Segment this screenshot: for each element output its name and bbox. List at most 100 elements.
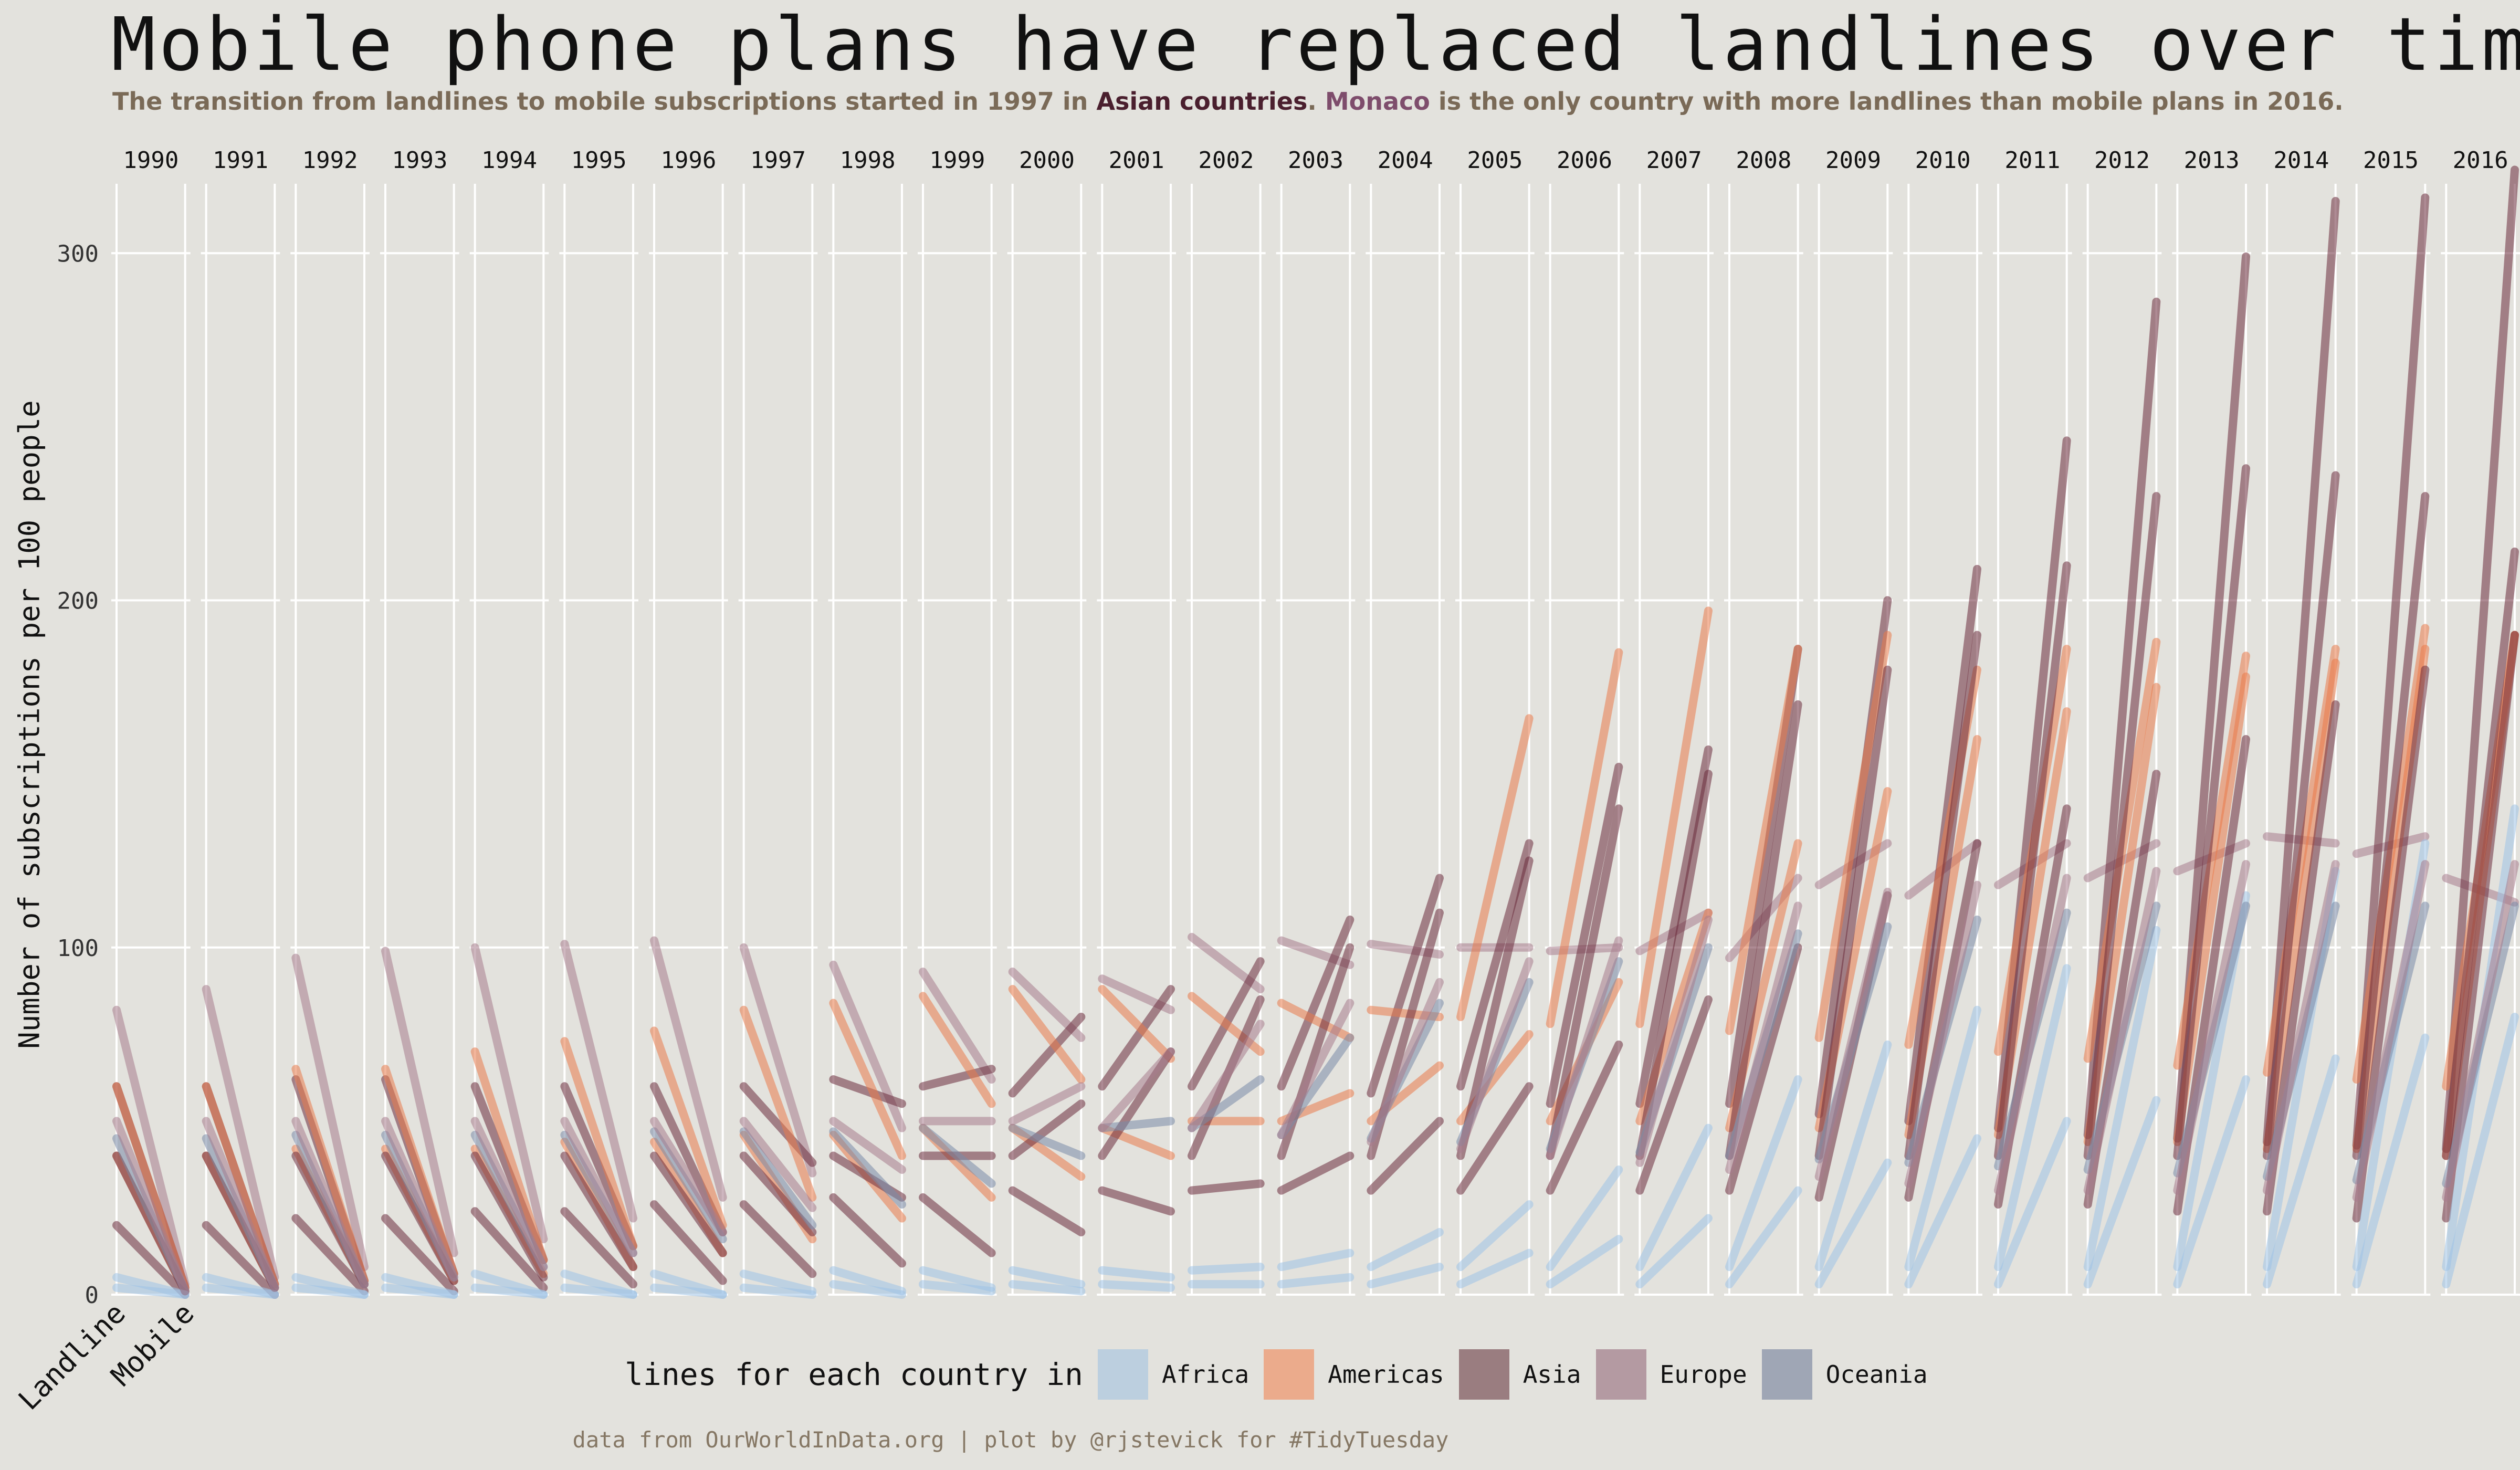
legend-swatch-europe <box>1595 1349 1646 1400</box>
country-line <box>1546 1040 1623 1195</box>
country-line <box>1725 645 1802 1035</box>
legend-label-oceania: Oceania <box>1825 1360 1928 1389</box>
country-line <box>1098 1047 1175 1132</box>
country-line <box>1814 1040 1892 1272</box>
country-line <box>1456 839 1534 1091</box>
country-line <box>650 1151 727 1257</box>
country-line <box>560 1037 637 1251</box>
y-axis-label: Number of subscriptions per 100 people <box>13 400 46 1049</box>
country-line <box>112 1221 190 1299</box>
facet-label: 2002 <box>1198 147 1254 174</box>
legend: lines for each country in Africa America… <box>625 1349 1942 1400</box>
facet-label: 2003 <box>1288 147 1343 174</box>
x-tick-label: Landline <box>12 1297 132 1416</box>
country-line <box>650 1283 727 1299</box>
country-line <box>1725 1075 1802 1272</box>
country-line <box>1188 1179 1265 1195</box>
country-line <box>1546 936 1623 1160</box>
y-tick-label: 200 <box>57 588 99 615</box>
country-line <box>1098 1280 1175 1292</box>
country-line <box>381 1283 458 1299</box>
country-line <box>1546 1165 1623 1272</box>
country-line <box>1367 1117 1444 1195</box>
country-line <box>202 1283 279 1299</box>
country-line <box>739 1151 817 1236</box>
country-line <box>1367 1227 1444 1272</box>
country-line <box>739 1269 817 1296</box>
y-tick-label: 0 <box>85 1282 99 1309</box>
country-line <box>2352 492 2430 1160</box>
country-line <box>739 1082 817 1167</box>
facet-label: 2007 <box>1646 147 1702 174</box>
country-line <box>919 1280 996 1296</box>
chart-title: Mobile phone plans have replaced landlin… <box>111 2 2520 88</box>
country-line <box>560 1151 637 1272</box>
facet-label: 2004 <box>1378 147 1433 174</box>
facet-label: 1991 <box>213 147 268 174</box>
country-line <box>1098 1117 1175 1132</box>
country-line <box>470 1283 548 1299</box>
country-line <box>560 1207 637 1289</box>
country-line <box>1008 1013 1086 1098</box>
country-line <box>1098 1266 1175 1282</box>
country-line <box>2083 926 2161 1272</box>
facet-label: 2000 <box>1019 147 1075 174</box>
facet-label: 1994 <box>481 147 537 174</box>
country-line <box>291 953 369 1272</box>
country-line <box>1277 1151 1354 1195</box>
country-line <box>560 940 637 1223</box>
facet-label: 1999 <box>929 147 985 174</box>
country-line <box>2083 1096 2161 1289</box>
country-line <box>470 1151 548 1282</box>
country-line <box>470 1207 548 1292</box>
country-line <box>739 1127 817 1230</box>
country-line <box>1456 714 1534 1021</box>
legend-item-europe: Europe <box>1595 1349 1747 1400</box>
country-line <box>1188 1263 1265 1275</box>
subtitle-part3: is the only country with more landlines … <box>1430 87 2344 116</box>
facet-label: 1992 <box>302 147 358 174</box>
facet-label: 2014 <box>2273 147 2329 174</box>
country-line <box>2442 1013 2519 1289</box>
facet-label: 2010 <box>1915 147 1971 174</box>
legend-item-asia: Asia <box>1458 1349 1581 1400</box>
country-line <box>202 1221 279 1299</box>
country-line <box>1994 436 2071 1132</box>
facet-label: 1998 <box>840 147 896 174</box>
facet-label: 2006 <box>1557 147 1612 174</box>
country-line <box>829 1127 906 1209</box>
subtitle-part2: . <box>1307 87 1325 116</box>
facet-label: 1995 <box>571 147 627 174</box>
data-source-caption: data from OurWorldInData.org | plot by @… <box>572 1427 1449 1453</box>
country-line <box>291 1065 369 1285</box>
legend-swatch-africa <box>1097 1349 1148 1400</box>
facet-label: 2008 <box>1736 147 1791 174</box>
country-line <box>112 1117 190 1296</box>
facet-label: 2013 <box>2184 147 2240 174</box>
country-line <box>1635 995 1713 1195</box>
country-line <box>739 1005 817 1202</box>
country-line <box>1008 1099 1086 1160</box>
country-line <box>739 943 817 1178</box>
country-line <box>2263 471 2340 1160</box>
facet-label: 2011 <box>2004 147 2060 174</box>
legend-swatch-asia <box>1458 1349 1509 1400</box>
country-line <box>2083 492 2161 1160</box>
country-line <box>919 1124 996 1188</box>
facet-label: 1997 <box>750 147 806 174</box>
country-line <box>1188 1020 1265 1132</box>
country-line <box>1725 1186 1802 1289</box>
country-line <box>1008 1124 1086 1160</box>
country-line <box>1008 985 1086 1084</box>
subtitle-monaco-highlight: Monaco <box>1325 87 1430 116</box>
legend-item-americas: Americas <box>1264 1349 1444 1400</box>
country-line <box>2173 464 2250 1160</box>
y-tick-label: 300 <box>57 240 99 267</box>
country-line <box>1098 985 1175 1063</box>
legend-label-africa: Africa <box>1161 1360 1250 1389</box>
country-line <box>829 1075 906 1108</box>
country-line <box>829 999 906 1160</box>
country-line <box>1635 1124 1713 1272</box>
country-line <box>1456 1082 1534 1195</box>
